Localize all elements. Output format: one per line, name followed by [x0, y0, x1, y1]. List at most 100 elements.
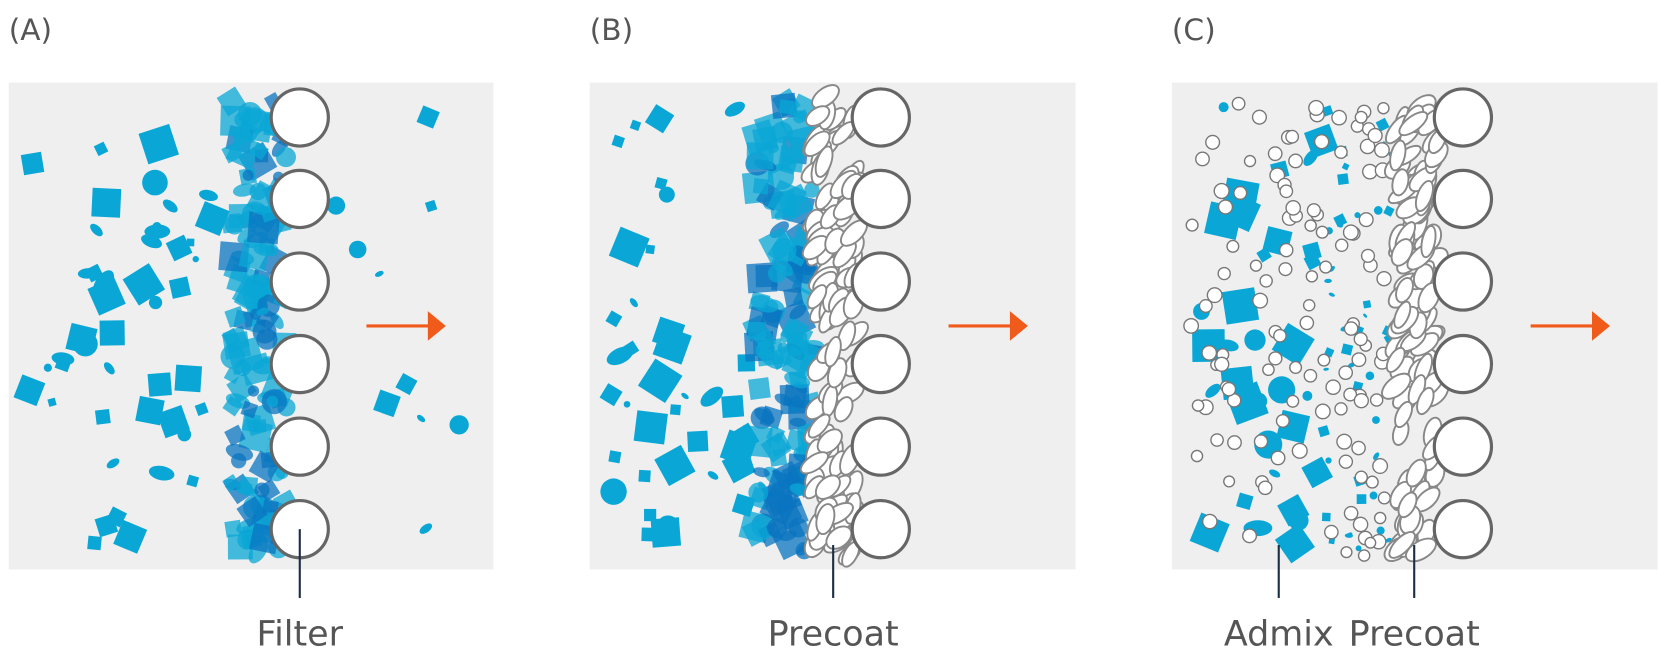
filter-element: [271, 418, 328, 475]
particle: [1372, 416, 1380, 424]
particle: [753, 178, 770, 195]
admix-particle: [1274, 330, 1286, 342]
filter-element: [1434, 89, 1491, 146]
admix-particle: [1277, 415, 1290, 428]
admix-particle: [1196, 152, 1209, 165]
particle: [1338, 222, 1343, 227]
filter-element: [271, 170, 328, 227]
particle: [276, 147, 296, 167]
particle: [659, 187, 675, 203]
admix-particle: [1255, 435, 1268, 448]
admix-particle: [1215, 357, 1229, 371]
particle: [1222, 287, 1259, 324]
admix-particle: [1354, 333, 1367, 346]
admix-particle: [1203, 514, 1217, 528]
admix-particle: [1191, 450, 1202, 461]
panel-label: (C): [1172, 12, 1216, 47]
admix-particle: [1207, 288, 1222, 303]
admix-particle: [1271, 451, 1285, 465]
admix-particle: [1359, 213, 1373, 227]
admix-particle: [1234, 187, 1247, 200]
admix-particle: [1214, 184, 1229, 199]
admix-particle: [1316, 404, 1331, 419]
admix-particle: [1290, 362, 1302, 374]
filter-element: [1434, 170, 1491, 227]
admix-particle: [1253, 293, 1268, 308]
particle: [1294, 516, 1303, 525]
admix-particle: [1268, 147, 1281, 160]
admix-particle: [1304, 370, 1316, 382]
particle: [238, 102, 262, 126]
admix-particle: [1339, 455, 1352, 468]
admix-particle: [1335, 146, 1347, 158]
filter-element: [852, 170, 909, 227]
admix-particle: [1260, 275, 1272, 287]
particle: [634, 410, 668, 444]
figure: (A) (B) (C) Filter Precoat Admix Precoat: [0, 0, 1660, 653]
admix-particle: [1250, 260, 1261, 271]
admix-particle: [1186, 219, 1198, 231]
admix-particle: [1316, 226, 1328, 238]
particle: [670, 404, 681, 415]
admix-particle: [1325, 525, 1338, 538]
admix-particle: [1279, 263, 1292, 276]
admix-particle: [1344, 507, 1357, 520]
admix-particle: [1206, 135, 1220, 149]
admix-particle: [1375, 143, 1389, 157]
filter-element: [852, 253, 909, 310]
admix-particle: [1377, 272, 1391, 286]
particle: [450, 415, 469, 434]
admix-particle: [1353, 517, 1367, 531]
caption: Filter: [257, 615, 344, 653]
admix-particle: [1341, 547, 1352, 558]
filter-element: [852, 335, 909, 392]
admix-particle: [1224, 476, 1235, 487]
admix-particle: [1259, 481, 1272, 494]
particle: [1370, 492, 1378, 500]
admix-particle: [1280, 244, 1293, 257]
particle: [1322, 513, 1331, 522]
admix-particle: [1365, 537, 1376, 548]
particle: [687, 431, 708, 452]
admix-particle: [1371, 394, 1383, 406]
admix-particle: [1243, 529, 1257, 543]
admix-particle: [1280, 185, 1292, 197]
particle: [243, 170, 254, 181]
filter-element: [271, 253, 328, 310]
admix-particle: [1326, 380, 1340, 394]
filter-element: [852, 418, 909, 475]
particle: [91, 188, 121, 218]
admix-particle: [1368, 129, 1382, 143]
admix-particle: [1232, 97, 1244, 109]
particle: [657, 515, 678, 536]
admix-particle: [1219, 200, 1233, 214]
particle: [1302, 391, 1312, 401]
admix-particle: [1184, 319, 1198, 333]
admix-particle: [1337, 434, 1352, 449]
particle: [793, 110, 806, 123]
admix-particle: [1245, 156, 1256, 167]
admix-particle: [1318, 354, 1330, 366]
filter-element: [852, 89, 909, 146]
admix-particle: [1292, 443, 1307, 458]
admix-particle: [1339, 366, 1352, 379]
particle: [255, 483, 270, 498]
particle: [1374, 206, 1383, 215]
particle: [1337, 173, 1349, 185]
particle: [645, 245, 655, 255]
admix-particle: [1286, 201, 1300, 215]
particle: [100, 320, 125, 345]
particle: [1251, 393, 1268, 410]
admix-particle: [1344, 225, 1359, 240]
particle: [783, 287, 803, 307]
admix-particle: [1304, 300, 1315, 311]
particle: [349, 241, 367, 259]
particle: [248, 385, 259, 396]
particle: [641, 527, 655, 541]
panel-label: (B): [590, 12, 633, 47]
admix-particle: [1287, 395, 1299, 407]
caption: Precoat: [1349, 615, 1480, 653]
particle: [1363, 300, 1371, 308]
particle: [1244, 329, 1265, 350]
filter-element: [271, 89, 328, 146]
